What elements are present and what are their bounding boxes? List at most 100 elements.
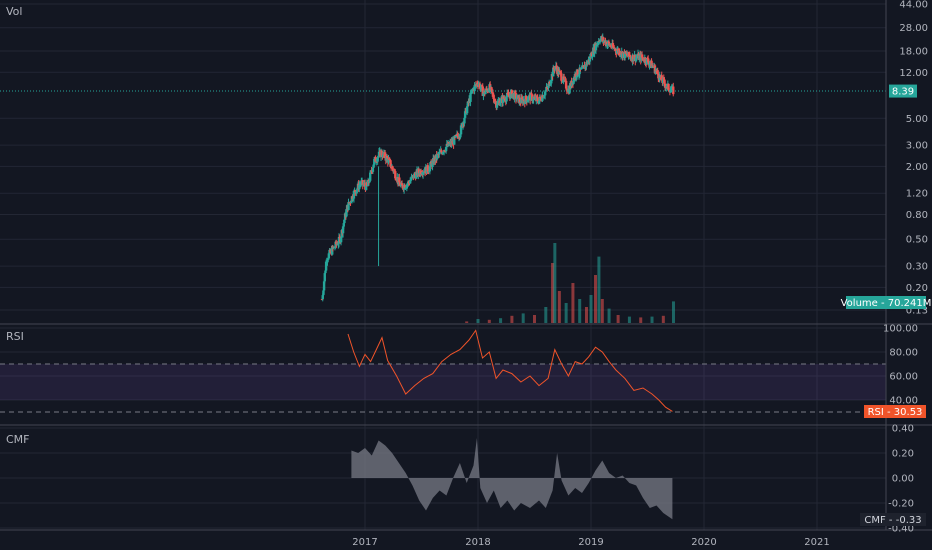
x-tick-label-2019: 2019 bbox=[578, 537, 603, 548]
candle-body bbox=[553, 69, 556, 71]
price-pane[interactable] bbox=[0, 33, 886, 323]
candle-body bbox=[476, 83, 479, 85]
candle-body bbox=[552, 67, 555, 77]
candle-body bbox=[665, 84, 669, 87]
candle-body bbox=[485, 88, 489, 90]
candle-body bbox=[392, 168, 395, 172]
candle-body bbox=[658, 75, 661, 81]
volume-bar bbox=[607, 308, 611, 323]
candle-body bbox=[458, 137, 461, 139]
candle-body bbox=[400, 183, 404, 186]
price-tick-label: 5.00 bbox=[906, 114, 928, 125]
time-x-axis[interactable]: 2017 2018 2019 2020 2021 bbox=[352, 537, 829, 548]
candle-body bbox=[426, 165, 430, 172]
rsi-y-axis[interactable]: 100.00 80.00 60.00 40.00 bbox=[883, 324, 918, 407]
candle-body bbox=[370, 170, 373, 172]
candle-body bbox=[391, 166, 394, 169]
candle-body bbox=[371, 171, 374, 173]
candle-body bbox=[561, 81, 564, 83]
candle-body bbox=[405, 184, 409, 188]
candle-body bbox=[564, 80, 568, 89]
volume-bar bbox=[600, 299, 604, 323]
candle-body bbox=[390, 166, 393, 168]
candle-body bbox=[368, 180, 371, 183]
candle-body bbox=[646, 58, 650, 63]
candle-body bbox=[530, 93, 533, 95]
candle-body bbox=[518, 97, 522, 102]
candle-body bbox=[558, 70, 562, 72]
candle-body bbox=[385, 155, 388, 161]
candle-body bbox=[429, 162, 432, 167]
candle-body bbox=[654, 70, 657, 74]
candle-body bbox=[322, 281, 326, 291]
volume-bar bbox=[571, 283, 575, 323]
candle-body bbox=[335, 241, 338, 245]
candle-body bbox=[413, 173, 417, 175]
candle-body bbox=[394, 178, 398, 180]
candle-body bbox=[350, 201, 353, 203]
candle-body bbox=[640, 54, 644, 58]
candle-body bbox=[438, 151, 442, 153]
volume-bar bbox=[551, 263, 555, 323]
x-tick-label-2021: 2021 bbox=[804, 537, 829, 548]
candle-body bbox=[339, 237, 343, 243]
cmf-y-axis[interactable]: 0.40 0.20 0.00 -0.20 -0.40 bbox=[888, 424, 914, 535]
candle-body bbox=[352, 190, 356, 199]
candle-body bbox=[538, 96, 541, 101]
candle-body bbox=[355, 190, 358, 194]
rsi-pane[interactable] bbox=[0, 329, 886, 413]
volume-bar bbox=[499, 318, 503, 323]
candle-body bbox=[377, 151, 381, 156]
candle-body bbox=[515, 98, 518, 100]
candle-body bbox=[642, 57, 645, 61]
price-tick-label: 0.50 bbox=[906, 235, 928, 246]
candle-body bbox=[667, 89, 671, 92]
candle-body bbox=[342, 223, 345, 227]
candle-body bbox=[417, 169, 421, 173]
cmf-value-label: CMF - -0.33 bbox=[864, 515, 921, 526]
candle-body bbox=[347, 202, 350, 210]
last-price-label: 8.39 bbox=[892, 87, 914, 98]
candle-body bbox=[364, 182, 368, 190]
volume-bar bbox=[616, 315, 620, 323]
candle-body bbox=[385, 155, 389, 158]
volume-label: Volume - 70.241M bbox=[841, 298, 932, 309]
price-tick-label: 0.13 bbox=[906, 306, 928, 317]
volume-bar bbox=[476, 319, 480, 323]
candle-body bbox=[545, 86, 548, 90]
candle-body bbox=[505, 97, 508, 102]
candle-body bbox=[340, 230, 343, 238]
candle-body bbox=[574, 73, 577, 78]
cmf-area bbox=[351, 438, 673, 520]
candle-body bbox=[331, 246, 334, 255]
candle-body bbox=[484, 91, 487, 95]
candle-body bbox=[608, 43, 611, 46]
candle-body bbox=[644, 57, 647, 63]
candle-body bbox=[470, 92, 473, 94]
candle-body bbox=[614, 48, 617, 52]
candle-body bbox=[427, 171, 431, 173]
candle-body bbox=[442, 152, 445, 154]
candle-body bbox=[333, 246, 337, 248]
rsi-line bbox=[347, 329, 673, 412]
candle-body bbox=[522, 99, 525, 104]
candle-body bbox=[411, 176, 414, 178]
candle-body bbox=[516, 95, 519, 99]
cmf-pane[interactable] bbox=[351, 438, 673, 520]
rsi-tick-label: 40.00 bbox=[889, 396, 918, 407]
candle-body bbox=[480, 85, 483, 88]
candle-body bbox=[578, 67, 581, 74]
rsi-pane-title: RSI bbox=[6, 330, 24, 343]
candle-body bbox=[607, 41, 611, 44]
candle-body bbox=[461, 122, 465, 128]
price-pane-title: Vol bbox=[6, 5, 22, 18]
candle-body bbox=[547, 84, 550, 88]
candle-body bbox=[466, 101, 470, 107]
candle-body bbox=[597, 40, 600, 44]
candle-body bbox=[670, 89, 673, 91]
candle-body bbox=[469, 92, 472, 102]
volume-bar bbox=[639, 317, 643, 323]
price-y-axis[interactable]: 44.00 28.00 18.00 12.00 5.00 3.00 2.00 1.20 0.80… bbox=[899, 0, 928, 317]
